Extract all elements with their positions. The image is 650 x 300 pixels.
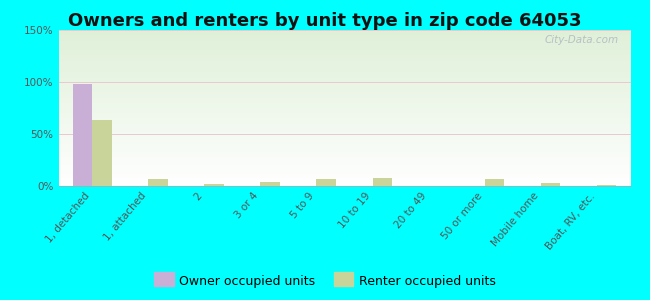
Text: Owners and renters by unit type in zip code 64053: Owners and renters by unit type in zip c…	[68, 12, 582, 30]
Bar	[92, 121, 112, 186]
Bar	[597, 185, 616, 186]
Legend: Owner occupied units, Renter occupied units: Owner occupied units, Renter occupied un…	[151, 273, 499, 291]
Bar	[204, 184, 224, 186]
Bar	[317, 179, 336, 186]
Bar	[485, 179, 504, 186]
Bar	[541, 183, 560, 186]
Text: City-Data.com: City-Data.com	[545, 35, 619, 45]
Bar	[73, 84, 92, 186]
Bar	[148, 179, 168, 186]
Bar	[372, 178, 392, 186]
Bar	[261, 182, 280, 186]
